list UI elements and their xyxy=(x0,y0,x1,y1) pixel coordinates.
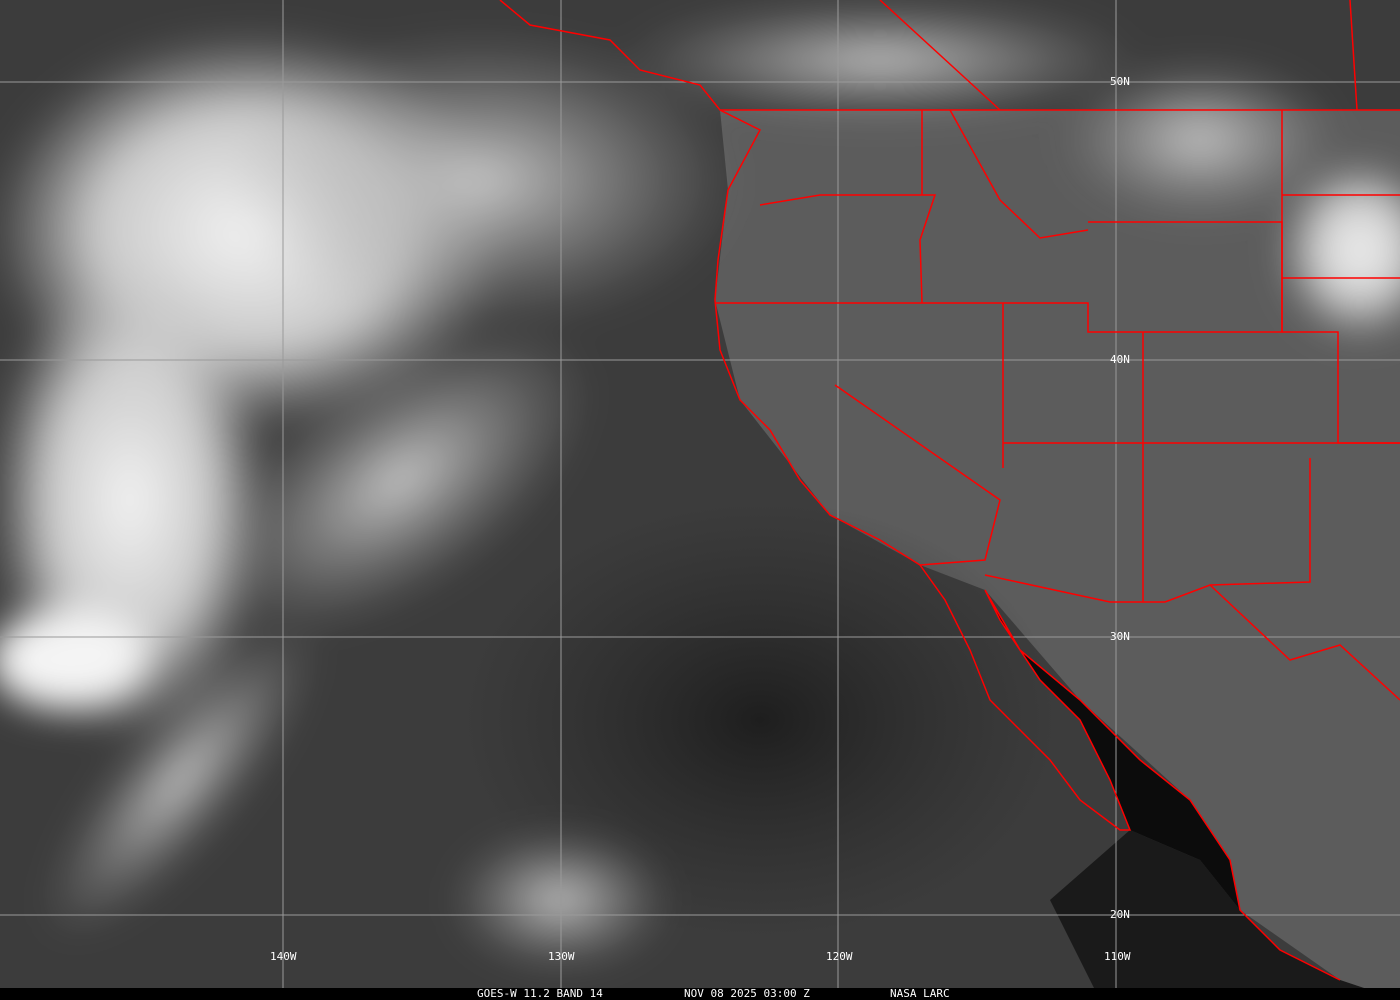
lat-label-20n: 20N xyxy=(1110,908,1130,921)
lon-label-140w: 140W xyxy=(270,950,297,963)
satellite-band: GOES-W 11.2 BAND 14 xyxy=(477,987,603,1000)
lat-label-40n: 40N xyxy=(1110,353,1130,366)
political-borders xyxy=(499,0,1400,981)
lon-label-110w: 110W xyxy=(1104,950,1131,963)
lat-label-50n: 50N xyxy=(1110,75,1130,88)
lat-label-30n: 30N xyxy=(1110,630,1130,643)
timestamp: NOV 08 2025 03:00 Z xyxy=(684,987,810,1000)
source: NASA LARC xyxy=(890,987,950,1000)
lon-label-120w: 120W xyxy=(826,950,853,963)
lon-label-130w: 130W xyxy=(548,950,575,963)
caption-bar: GOES-W 11.2 BAND 14 NOV 08 2025 03:00 Z … xyxy=(0,988,1400,1000)
